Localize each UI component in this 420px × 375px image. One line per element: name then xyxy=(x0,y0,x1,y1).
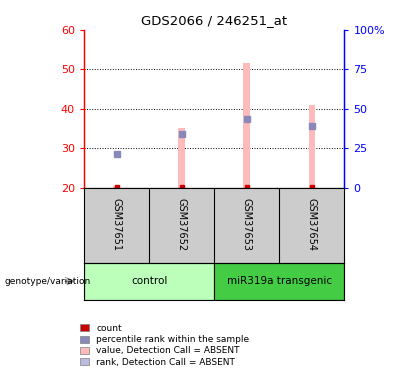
Text: miR319a transgenic: miR319a transgenic xyxy=(227,276,332,286)
Bar xyxy=(214,262,344,300)
Legend: count, percentile rank within the sample, value, Detection Call = ABSENT, rank, : count, percentile rank within the sample… xyxy=(80,324,249,367)
Title: GDS2066 / 246251_at: GDS2066 / 246251_at xyxy=(141,15,287,27)
Text: genotype/variation: genotype/variation xyxy=(4,277,90,286)
Text: control: control xyxy=(131,276,167,286)
Bar xyxy=(309,105,315,188)
Bar xyxy=(84,262,214,300)
Bar xyxy=(113,186,120,188)
Text: GSM37651: GSM37651 xyxy=(112,198,121,252)
Text: GSM37654: GSM37654 xyxy=(307,198,317,252)
Bar xyxy=(178,128,185,188)
Text: GSM37653: GSM37653 xyxy=(242,198,252,252)
Text: GSM37652: GSM37652 xyxy=(177,198,186,252)
Bar xyxy=(244,63,250,188)
